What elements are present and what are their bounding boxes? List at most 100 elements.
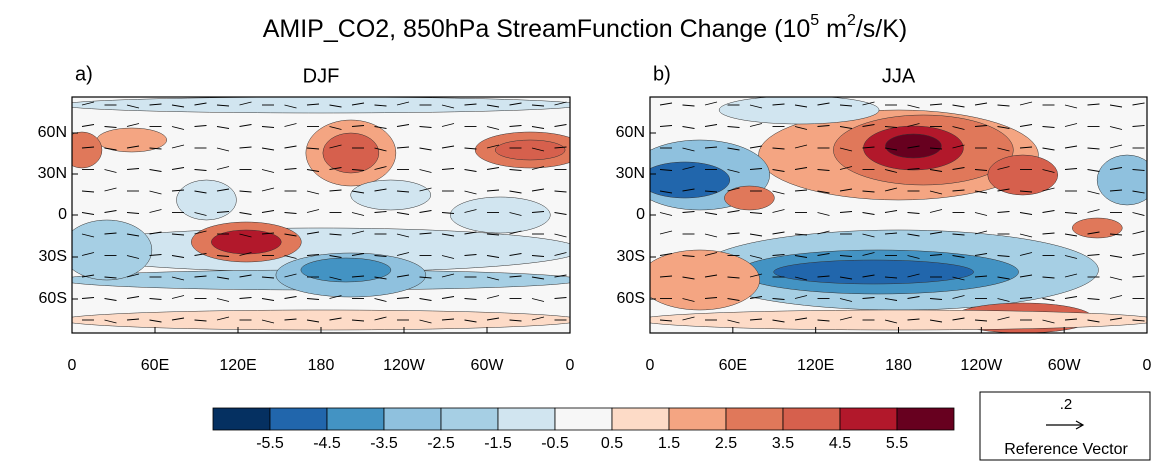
wind-vector (974, 102, 988, 106)
wind-vector (149, 103, 162, 106)
wind-vector (351, 319, 365, 322)
wind-vector (1087, 190, 1100, 195)
wind-vector (486, 255, 500, 258)
wind-vector (1087, 231, 1100, 235)
wind-vector (749, 104, 763, 109)
wind-vector (306, 231, 320, 235)
wind-vector (396, 297, 410, 299)
wind-vector (261, 210, 275, 213)
lat-tick-label: 0 (58, 206, 67, 223)
wind-vector (772, 209, 785, 213)
wind-vector (509, 212, 522, 216)
colorbar-label: -1.5 (484, 435, 512, 452)
wind-vector (682, 276, 695, 280)
wind-vector (464, 103, 477, 106)
wind-vector (727, 126, 740, 128)
wind-vector (441, 123, 455, 127)
wind-vector (772, 231, 785, 235)
colorbar-box (269, 407, 328, 431)
wind-vector (862, 274, 875, 278)
wind-vector (239, 212, 252, 215)
wind-vector (727, 187, 740, 192)
wind-vector (171, 104, 185, 108)
wind-vector (284, 145, 297, 149)
wind-vector (682, 188, 695, 192)
wind-vector (396, 212, 410, 215)
wind-vector (704, 146, 718, 149)
wind-vector (839, 188, 853, 192)
wind-vector (907, 212, 920, 214)
wind-vector (194, 253, 207, 256)
lat-tick-label: 30S (39, 248, 67, 265)
wind-vector (261, 276, 275, 279)
wind-vector (486, 104, 500, 108)
wind-vector (884, 187, 898, 192)
wind-vector (171, 276, 185, 281)
contour-fill (1096, 154, 1147, 206)
wind-vector (374, 126, 387, 129)
wind-vector (1042, 126, 1055, 128)
wind-vector (531, 126, 545, 129)
wind-vector (749, 233, 763, 237)
wind-vector (441, 145, 455, 149)
wind-vector (104, 147, 117, 151)
wind-vector (374, 255, 387, 257)
wind-vector (907, 296, 920, 299)
contour-fill (300, 257, 392, 283)
legend-box (979, 391, 1151, 461)
wind-vector (1132, 169, 1145, 171)
wind-vector (351, 169, 365, 171)
contour-fill (176, 179, 237, 221)
wind-vector (531, 255, 545, 257)
wind-vector (329, 104, 342, 108)
wind-vector (727, 232, 740, 235)
wind-vector (126, 318, 140, 321)
wind-vector (554, 124, 567, 127)
wind-vector (884, 126, 898, 128)
wind-vector (907, 233, 920, 237)
wind-vector (974, 212, 988, 216)
wind-vector (952, 255, 965, 258)
panel-label: a) (75, 63, 93, 85)
wind-vector (261, 187, 275, 192)
wind-vector (554, 252, 567, 256)
wind-vector (952, 317, 965, 321)
wind-vector (104, 169, 117, 173)
wind-vector (216, 276, 230, 280)
wind-vector (794, 233, 808, 236)
wind-vector (839, 126, 853, 129)
wind-vector (659, 169, 673, 171)
wind-vector (149, 231, 162, 235)
wind-vector (509, 253, 522, 256)
contour-fill (72, 219, 153, 281)
wind-vector (441, 104, 455, 109)
wind-vector (284, 168, 297, 170)
wind-vector (1019, 233, 1033, 238)
wind-vector (727, 147, 740, 151)
wind-vector (772, 319, 785, 323)
wind-vector (974, 190, 988, 194)
wind-vector (486, 295, 500, 299)
wind-vector (441, 273, 455, 278)
contour-fill (1072, 217, 1123, 239)
wind-vector (486, 317, 500, 321)
wind-vector (306, 319, 320, 323)
wind-vector (884, 298, 898, 301)
wind-vector (794, 276, 808, 281)
wind-vector (794, 144, 808, 149)
wind-vector (749, 296, 763, 299)
lon-tick-label: 120W (960, 357, 1003, 374)
wind-vector (1132, 125, 1145, 127)
wind-vector (884, 169, 898, 173)
wind-vector (772, 298, 785, 300)
wind-vector (704, 297, 718, 299)
wind-vector (974, 230, 988, 235)
wind-vector (929, 319, 943, 323)
title-exponent: 2 (847, 12, 856, 29)
wind-vector (104, 210, 117, 213)
wind-vector (239, 233, 252, 238)
wind-vector (817, 102, 830, 106)
wind-vector (171, 167, 185, 170)
wind-vector (1109, 167, 1123, 170)
lon-tick-label: 60W (1048, 357, 1082, 374)
